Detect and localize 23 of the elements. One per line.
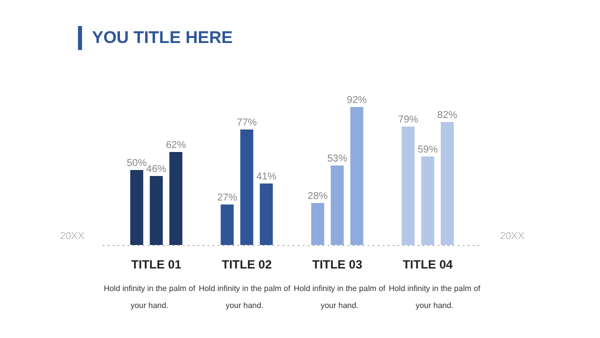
text: Hold infinity in the palm of your hand. [198,283,290,312]
data-label: 28% [308,191,328,202]
text: 20XX [500,231,524,242]
text: Hold infinity in the palm of your hand. [294,283,386,312]
data-label: 62% [166,140,186,151]
text: Hold infinity in the palm of your hand. [388,283,480,312]
x-tick-label: TITLE 01 [131,258,182,272]
data-label: 50% [126,158,147,169]
text: Hold infinity in the palm of your hand. [104,283,196,312]
text: 20XX [60,231,84,242]
data-label: 53% [327,154,348,164]
data-label: 59% [418,144,438,156]
data-label: 82% [437,110,458,121]
x-tick-label: TITLE 02 [222,258,272,272]
x-tick-label: TITLE 03 [312,258,363,272]
data-label: 46% [146,164,166,175]
data-label: 92% [346,95,367,106]
data-label: 77% [236,118,257,128]
data-label: 27% [217,192,238,204]
data-label: 41% [256,172,276,182]
x-tick-label: TITLE 04 [402,258,454,272]
chart-title: YOU TITLE HERE [78,26,233,50]
data-label: 79% [398,114,418,126]
